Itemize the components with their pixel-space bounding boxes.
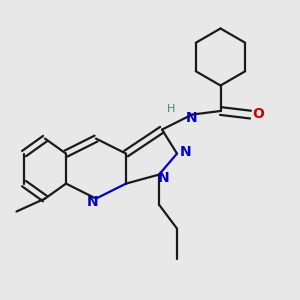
Text: O: O (253, 107, 265, 121)
Text: H: H (167, 104, 175, 115)
Text: N: N (87, 196, 99, 209)
Text: N: N (158, 172, 169, 185)
Text: N: N (186, 112, 197, 125)
Text: N: N (180, 146, 192, 159)
